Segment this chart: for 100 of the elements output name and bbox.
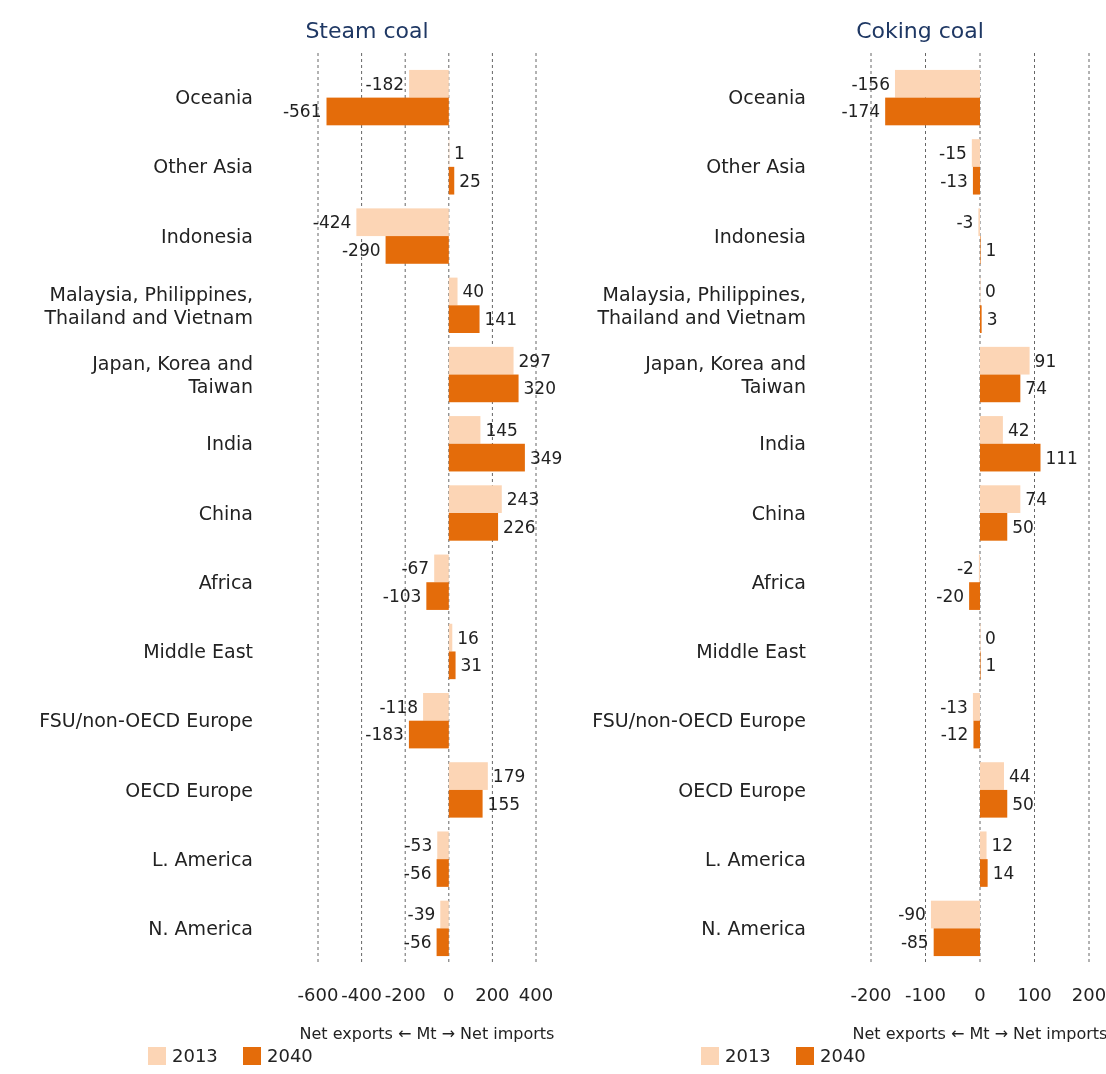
- x-tick-label: 200: [1071, 984, 1106, 1005]
- y-tick-label: Japan, Korea and Taiwan: [644, 352, 806, 398]
- bar: [448, 346, 514, 375]
- y-tick-label: N. America: [701, 917, 806, 940]
- y-tick-label: Indonesia: [161, 224, 253, 247]
- bar: [969, 582, 980, 610]
- data-label: -53: [404, 835, 433, 856]
- data-label: -118: [379, 696, 419, 717]
- y-tick-label: Malaysia, Philippines, Thailand and Vietnam: [596, 282, 806, 328]
- data-label: -67: [401, 558, 430, 579]
- bar: [885, 97, 980, 126]
- y-tick-label: Other Asia: [706, 155, 806, 178]
- data-label: -3: [956, 212, 974, 233]
- bar: [440, 900, 449, 929]
- bar: [980, 416, 1003, 444]
- bar: [423, 693, 449, 721]
- y-tick-label: India: [206, 432, 253, 455]
- data-label: -56: [403, 862, 432, 883]
- bar: [972, 166, 980, 195]
- bar: [972, 693, 980, 721]
- y-tick-label: India: [759, 432, 806, 455]
- data-label: 155: [487, 793, 521, 814]
- x-tick-label: -600: [297, 984, 339, 1005]
- x-axis-title: Net exports ← Mt → Net imports: [852, 1024, 1106, 1043]
- data-label: 145: [485, 419, 518, 440]
- x-tick-label: -100: [905, 984, 946, 1005]
- legend-label: 2040: [267, 1045, 313, 1067]
- bar: [980, 485, 1021, 513]
- bar: [448, 374, 519, 403]
- data-label: 1: [985, 239, 997, 260]
- y-tick-label: Africa: [198, 570, 253, 593]
- data-label: 3: [986, 309, 998, 330]
- data-label: 31: [460, 655, 483, 676]
- data-label: 226: [503, 516, 536, 537]
- bar: [436, 928, 449, 957]
- bar: [385, 236, 449, 264]
- bar: [448, 277, 458, 306]
- legend-label: 2040: [820, 1045, 866, 1067]
- y-tick-label: Middle East: [696, 640, 806, 663]
- bar: [971, 139, 980, 167]
- bar: [448, 443, 525, 472]
- data-label: 243: [506, 489, 540, 510]
- data-label: 1: [454, 142, 465, 163]
- data-label: -183: [365, 724, 404, 745]
- data-label: -182: [365, 73, 405, 94]
- data-label: 25: [459, 170, 481, 191]
- data-label: 0: [985, 281, 996, 302]
- y-tick-label: Indonesia: [714, 224, 806, 247]
- data-label: -561: [282, 101, 322, 122]
- x-tick-label: 0: [443, 984, 455, 1005]
- data-label: -290: [341, 239, 381, 260]
- bar: [980, 789, 1008, 818]
- legend-label: 2013: [725, 1045, 771, 1067]
- bar: [326, 97, 449, 126]
- x-axis-title: Net exports ← Mt → Net imports: [299, 1024, 555, 1043]
- y-tick-label: N. America: [148, 917, 253, 940]
- x-tick-label: -200: [384, 984, 426, 1005]
- chart-title: Coking coal: [856, 18, 984, 43]
- data-label: -56: [403, 932, 432, 953]
- bar: [973, 720, 980, 749]
- data-label: -2: [956, 558, 974, 579]
- data-label: 42: [1007, 419, 1030, 440]
- x-tick-label: 100: [1017, 984, 1052, 1005]
- x-tick-label: -400: [341, 984, 383, 1005]
- data-label: 111: [1045, 447, 1078, 468]
- bar: [980, 374, 1021, 403]
- y-tick-label: Oceania: [728, 86, 806, 109]
- data-label: 141: [484, 309, 517, 330]
- data-label: 50: [1012, 516, 1034, 537]
- bar: [437, 831, 449, 860]
- bar: [436, 859, 449, 887]
- bar: [448, 305, 480, 333]
- bar: [980, 859, 988, 887]
- data-label: -424: [312, 212, 352, 233]
- bar: [980, 762, 1004, 790]
- data-label: -20: [936, 586, 965, 607]
- y-tick-label: China: [751, 501, 806, 524]
- bar: [894, 69, 980, 98]
- bar: [448, 416, 481, 444]
- data-label: 179: [492, 766, 526, 787]
- bar: [448, 513, 499, 541]
- bar: [933, 928, 980, 957]
- bar: [448, 651, 456, 680]
- data-label: -174: [841, 101, 881, 122]
- x-tick-label: 0: [974, 984, 986, 1005]
- chart-title: Steam coal: [305, 18, 429, 43]
- bar: [426, 582, 449, 610]
- data-label: 14: [992, 862, 1015, 883]
- y-tick-label: Japan, Korea and Taiwan: [91, 352, 253, 398]
- bar: [409, 69, 449, 98]
- y-tick-label: Africa: [751, 570, 806, 593]
- bar: [434, 554, 449, 583]
- data-label: 44: [1008, 766, 1031, 787]
- data-label: -156: [851, 73, 890, 94]
- data-label: 40: [462, 281, 485, 302]
- data-label: 50: [1012, 793, 1034, 814]
- bar: [448, 166, 455, 195]
- data-label: 16: [457, 627, 479, 648]
- bar: [408, 720, 449, 749]
- data-label: -12: [940, 724, 969, 745]
